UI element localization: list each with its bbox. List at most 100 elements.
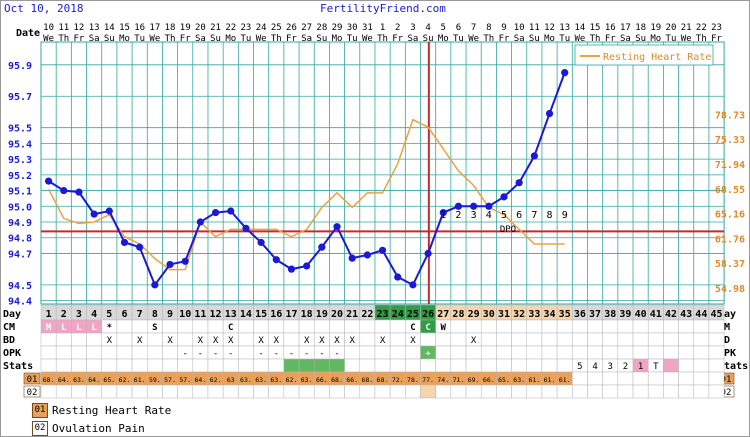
- date-weekday: Fr: [180, 34, 191, 44]
- temperature-point: [515, 179, 523, 187]
- date-number: 6: [456, 23, 461, 33]
- table-cell: [693, 345, 710, 360]
- temperature-point: [485, 202, 493, 210]
- temperature-point: [378, 246, 387, 254]
- opk-cell-text: -: [289, 349, 294, 359]
- temperature-point: [90, 210, 98, 218]
- table-cell: [572, 384, 588, 399]
- table-cell: [617, 319, 634, 334]
- table-cell: [511, 332, 528, 347]
- table-cell: [587, 319, 603, 334]
- y-right-tick: 78.73: [715, 110, 745, 121]
- day-cell-text: 17: [285, 309, 297, 320]
- table-cell: [450, 319, 467, 334]
- day-cell-text: 14: [240, 309, 252, 320]
- legend-label: Resting Heart Rate: [52, 403, 172, 417]
- table-cell: [147, 345, 163, 360]
- date-weekday: Th: [483, 34, 494, 44]
- table-cell: [587, 332, 603, 347]
- cm-cell-text: W: [441, 323, 447, 333]
- r01-cell-text: 66.: [316, 376, 328, 384]
- day-cell-text: 3: [76, 309, 82, 320]
- r01-cell-text: 63: [227, 376, 235, 384]
- date-number: 11: [529, 23, 540, 33]
- r01-cell-text: 74.: [437, 376, 449, 384]
- bd-cell-text: X: [380, 336, 386, 346]
- date-weekday: Sa: [514, 34, 525, 44]
- legend-code: 02: [32, 420, 48, 436]
- row-label-left: 01: [27, 375, 38, 385]
- day-cell-text: 44: [695, 309, 707, 320]
- date-number: 10: [514, 23, 525, 33]
- date-weekday: Mo: [225, 34, 236, 44]
- stats-cell-text: 4: [592, 362, 597, 372]
- date-number: 8: [486, 23, 491, 33]
- table-cell: [556, 384, 573, 399]
- y-right-tick: 75.33: [715, 135, 745, 146]
- date-weekday: Su: [210, 34, 221, 44]
- day-cell-text: 30: [483, 309, 495, 320]
- date-number: 23: [241, 23, 252, 33]
- row-badge-left: [23, 385, 41, 398]
- table-cell: [86, 358, 102, 373]
- table-cell: [602, 332, 619, 347]
- table-cell: [40, 384, 57, 399]
- header-site: FertilityFriend.com: [320, 2, 446, 15]
- temperature-point: [211, 208, 220, 217]
- table-cell: [435, 332, 452, 347]
- date-weekday: Fr: [286, 34, 297, 44]
- date-number: 15: [590, 23, 601, 33]
- table-cell: [556, 332, 573, 347]
- day-cell-text: 24: [392, 309, 404, 320]
- day-cell-text: 5: [106, 309, 112, 320]
- temperature-point: [545, 109, 554, 118]
- r01-cell-text: 61.: [134, 376, 146, 384]
- table-cell: [480, 358, 497, 373]
- table-cell: [207, 358, 224, 373]
- date-number: 20: [195, 23, 206, 33]
- table-cell: [587, 384, 603, 399]
- day-cell-text: 21: [346, 309, 358, 320]
- date-weekday: Fr: [392, 34, 403, 44]
- bd-cell-text: X: [304, 336, 310, 346]
- table-cell: [602, 319, 619, 334]
- bd-cell-text: X: [107, 336, 113, 346]
- table-cell: [708, 371, 725, 386]
- table-cell: [374, 384, 391, 399]
- table-cell: [556, 345, 573, 360]
- date-weekday: We: [43, 34, 54, 44]
- table-cell: [496, 345, 512, 360]
- day-cell-text: 1: [46, 309, 52, 320]
- r01-cell-text: 69.: [468, 376, 480, 384]
- table-cell: [708, 384, 725, 399]
- table-cell: [101, 345, 118, 360]
- table-cell: [131, 345, 148, 360]
- temperature-point: [394, 273, 402, 281]
- table-cell: [238, 332, 254, 347]
- date-number: 16: [134, 23, 145, 33]
- day-cell-text: 31: [498, 309, 510, 320]
- date-number: 30: [347, 23, 358, 33]
- table-cell: [162, 384, 178, 399]
- y-left-tick: 95.3: [8, 155, 32, 166]
- day-cell-text: 41: [650, 309, 662, 320]
- table-cell: [131, 319, 148, 334]
- date-weekday: Sa: [89, 34, 100, 44]
- table-cell: [71, 345, 87, 360]
- temperature-point: [60, 186, 68, 195]
- day-cell-text: 28: [452, 309, 464, 320]
- day-cell-text: 43: [680, 309, 692, 320]
- y-left-tick: 95.9: [8, 61, 32, 72]
- table-cell: [313, 384, 330, 399]
- table-cell: [283, 319, 300, 334]
- row-badge-left: [23, 372, 41, 385]
- row-label-left: Stats: [3, 361, 33, 372]
- dpo-number: 3: [471, 210, 477, 221]
- table-cell: [632, 384, 649, 399]
- table-cell: [678, 319, 694, 334]
- day-cell-text: 8: [152, 309, 158, 320]
- table-cell: [344, 384, 361, 399]
- table-cell: [480, 332, 497, 347]
- table-cell: [693, 332, 710, 347]
- row-label-left: BD: [3, 335, 15, 346]
